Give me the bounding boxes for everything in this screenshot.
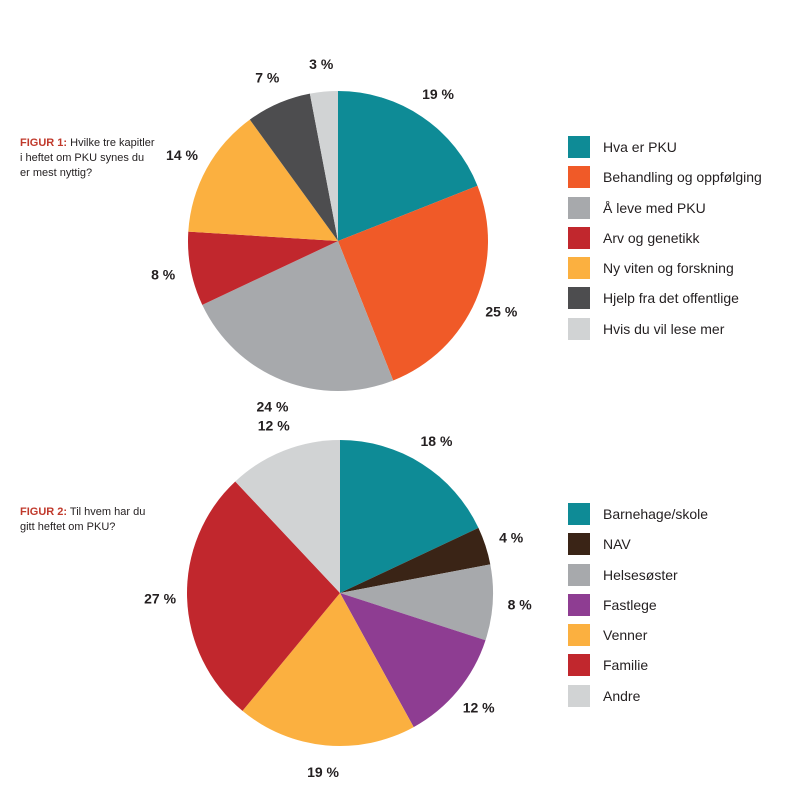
pie-slice xyxy=(309,91,338,241)
figure-2-caption: FIGUR 2: Til hvem har du gitt heftet om … xyxy=(20,505,155,535)
legend-swatch xyxy=(568,533,590,556)
legend-swatch xyxy=(568,317,590,340)
legend-swatch xyxy=(568,257,590,280)
legend-swatch xyxy=(568,287,590,310)
pie-slice xyxy=(338,185,488,381)
legend-swatch xyxy=(568,196,590,219)
pie-slice xyxy=(249,93,338,241)
slice-value-label: 25 % xyxy=(485,304,517,320)
legend-label: Familie xyxy=(603,657,649,674)
legend-swatch xyxy=(568,624,590,647)
legend-label: Hvis du vil lese mer xyxy=(603,320,725,337)
legend-label: Fastlege xyxy=(603,596,657,613)
legend-label: Arv og genetikk xyxy=(603,229,700,246)
legend-label: Ny viten og forskning xyxy=(603,260,734,277)
legend-label: Andre xyxy=(603,687,641,704)
legend-swatch xyxy=(568,654,590,677)
legend-label: Å leve med PKU xyxy=(603,199,706,216)
pie-slice xyxy=(187,231,338,305)
slice-value-label: 14 % xyxy=(166,147,198,163)
legend-label: NAV xyxy=(603,536,631,553)
legend-label: Helsesøster xyxy=(603,566,678,583)
legend-swatch xyxy=(568,136,590,158)
legend-label: Venner xyxy=(603,627,648,644)
legend-swatch xyxy=(568,563,590,586)
figure-2-text: Til hvem har du gitt heftet om PKU? xyxy=(20,506,146,533)
slice-value-label: 3 % xyxy=(309,56,334,72)
figure-1-label: FIGUR 1: xyxy=(20,137,68,149)
figure-2-label: FIGUR 2: xyxy=(20,506,68,518)
slice-value-label: 8 % xyxy=(151,266,176,282)
figure-1-caption: FIGUR 1: Hvilke tre kapitler i heftet om… xyxy=(20,136,155,181)
pie-slice xyxy=(202,241,394,392)
pie-slice xyxy=(188,119,338,241)
legend-swatch xyxy=(568,684,590,707)
slice-value-label: 24 % xyxy=(257,399,289,415)
legend-swatch xyxy=(568,166,590,189)
figure-1-text: Hvilke tre kapitler i heftet om PKU syne… xyxy=(20,137,155,179)
pie-slice xyxy=(338,91,478,241)
legend-swatch xyxy=(568,503,590,525)
legend-label: Barnehage/skole xyxy=(603,506,709,522)
slice-value-label: 7 % xyxy=(255,70,280,86)
slice-value-label: 19 % xyxy=(422,86,454,102)
legend-swatch xyxy=(568,593,590,616)
legend-swatch xyxy=(568,226,590,249)
legend-label: Hjelp fra det offentlige xyxy=(603,290,739,307)
legend-label: Behandling og oppfølging xyxy=(603,169,762,186)
legend-label: Hva er PKU xyxy=(603,139,677,155)
